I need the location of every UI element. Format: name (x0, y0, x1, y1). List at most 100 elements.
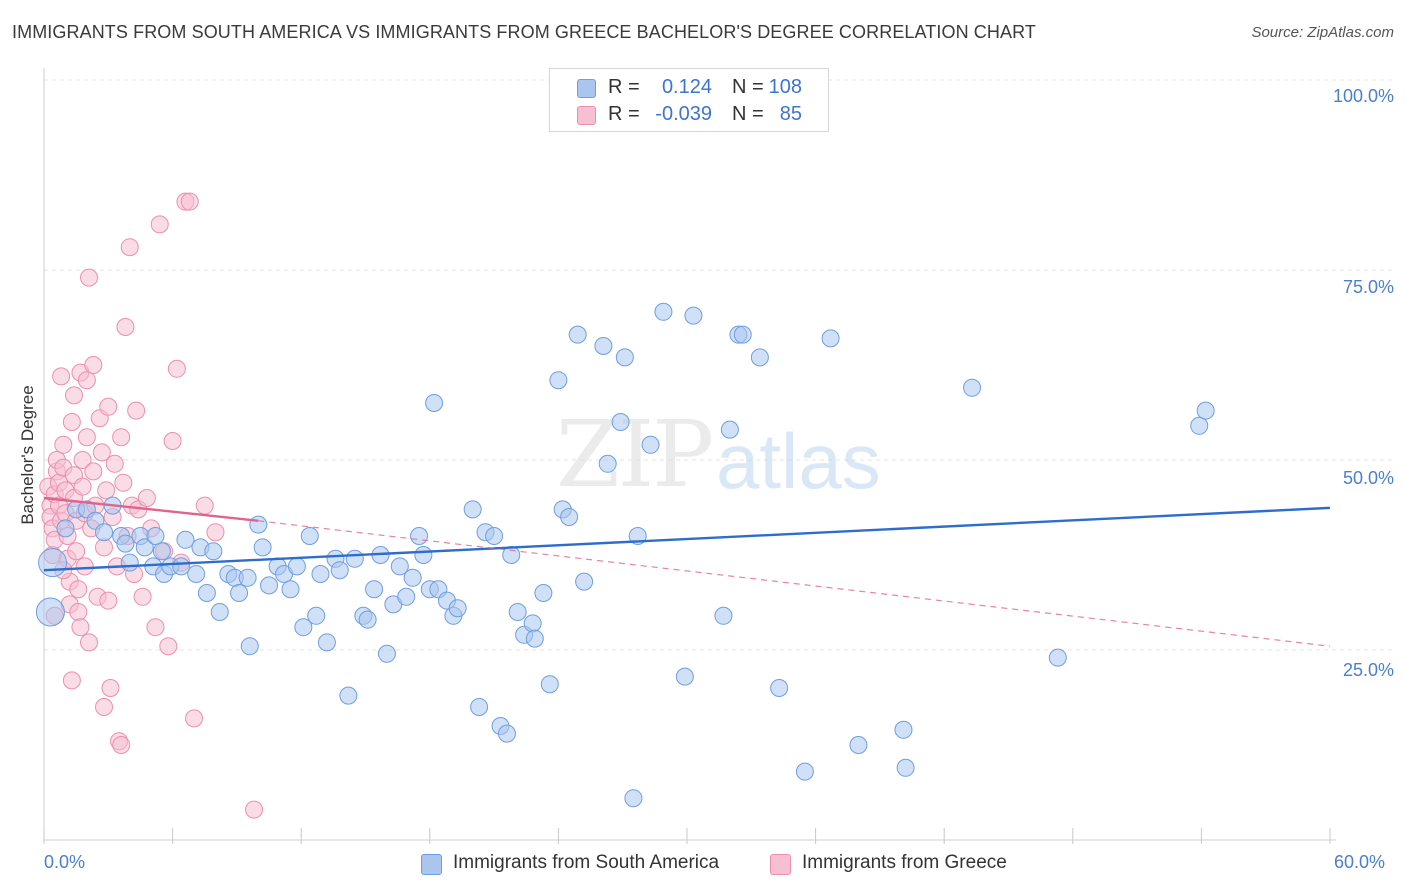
south-america-point (684, 306, 703, 325)
south-america-point (560, 508, 579, 526)
legend-n-label: N = (732, 103, 764, 125)
south-america-point (120, 553, 139, 572)
south-america-point (615, 348, 634, 367)
south-america-point (95, 523, 114, 542)
greece-point (69, 580, 88, 599)
legend-n-label: N = (732, 76, 764, 98)
greece-point (245, 800, 264, 819)
greece-point (112, 428, 131, 447)
greece-point (159, 637, 178, 656)
greece-point (77, 371, 96, 390)
south-america-point (146, 527, 165, 545)
south-america-point (1196, 401, 1215, 420)
south-america-point (135, 538, 154, 557)
y-tick-label-100: 100.0% (1332, 86, 1394, 106)
greece-point (185, 709, 204, 728)
south-america-point (240, 637, 259, 656)
south-america-point (525, 629, 544, 648)
greece-point (67, 542, 86, 561)
south-america-point (821, 329, 840, 348)
x-tick-label-min: 0.0% (44, 852, 86, 872)
grid-layer (44, 79, 1392, 651)
south-america-point (594, 337, 613, 355)
south-america-point (197, 584, 216, 602)
south-america-point (260, 576, 279, 595)
greece-point (73, 451, 92, 469)
south-america-point (210, 603, 229, 621)
greece-point (180, 192, 199, 211)
greece-point (114, 473, 133, 492)
greece-point (167, 359, 186, 378)
greece-point (95, 698, 114, 716)
greece-point (137, 489, 156, 507)
south-america-point (534, 584, 553, 602)
south-america-point (549, 371, 568, 390)
south-america-point (204, 542, 223, 561)
y-tick-label-25: 25.0% (1342, 660, 1394, 680)
south-america-point (311, 565, 330, 583)
south-america-point (176, 530, 195, 549)
south-america-point (568, 325, 587, 344)
south-america-point (448, 599, 467, 618)
greece-point (92, 443, 111, 462)
south-america-point (414, 546, 433, 564)
greece-point (77, 428, 96, 447)
chart-source: Source: ZipAtlas.com (1251, 24, 1394, 41)
south-america-point (470, 698, 489, 716)
south-america-point (894, 720, 913, 739)
south-america-point (253, 538, 272, 557)
south-america-point (294, 618, 313, 637)
greece-point (105, 454, 124, 473)
south-america-point (575, 572, 594, 591)
greece-point (71, 618, 90, 637)
south-america-point (345, 549, 364, 568)
south-america-point (172, 557, 191, 576)
south-america-point (116, 534, 135, 553)
south-america-point (963, 378, 982, 397)
greece-point (112, 736, 131, 754)
y-tick-label-75: 75.0% (1342, 277, 1394, 297)
south-america-point (410, 527, 429, 545)
south-america-point (497, 724, 516, 743)
south-america-point (714, 606, 733, 625)
greece-point (206, 523, 225, 542)
greece-point (120, 238, 139, 257)
trend-lines (43, 496, 1331, 647)
greece-point (52, 367, 71, 386)
south-america-point (397, 587, 416, 606)
south-america-point (733, 325, 752, 344)
south-america-point (598, 454, 617, 473)
south-america-point (896, 758, 915, 777)
south-america-point (38, 548, 68, 578)
greece-point (163, 432, 182, 450)
south-america-point (403, 568, 422, 587)
greece-point (99, 397, 118, 416)
greece-trend-extension (258, 520, 1331, 647)
legend-r-value: 0.124 (661, 76, 712, 98)
greece-point (73, 477, 92, 496)
south-america-point (365, 580, 384, 599)
chart-title: IMMIGRANTS FROM SOUTH AMERICA VS IMMIGRA… (12, 22, 1036, 42)
bottom-legend-label-greece: Immigrants from Greece (802, 852, 1007, 873)
greece-point (101, 679, 120, 697)
south-america-point (56, 519, 75, 538)
south-america-point (540, 675, 559, 694)
legend-r-label: R = (608, 76, 640, 98)
greece-point (75, 557, 94, 576)
legend-n-value: 108 (768, 76, 802, 98)
legend-r-value: -0.039 (655, 103, 712, 125)
stats-legend: R = 0.124 N = 108 R = -0.039 N = 85 (549, 68, 829, 132)
greece-point (62, 413, 81, 431)
south-america-point (300, 527, 319, 545)
south-america-point (750, 348, 769, 367)
south-america-point (502, 546, 521, 564)
greece-point (84, 462, 103, 481)
south-america-point (377, 644, 396, 663)
greece-point (54, 435, 73, 454)
south-america-point (611, 413, 630, 431)
y-tick-label-50: 50.0% (1342, 468, 1394, 488)
south-america-trend-line (43, 506, 1331, 572)
legend-n-value: 85 (779, 103, 802, 125)
watermark-atlas: atlas (716, 417, 881, 505)
south-america-point (508, 603, 527, 621)
